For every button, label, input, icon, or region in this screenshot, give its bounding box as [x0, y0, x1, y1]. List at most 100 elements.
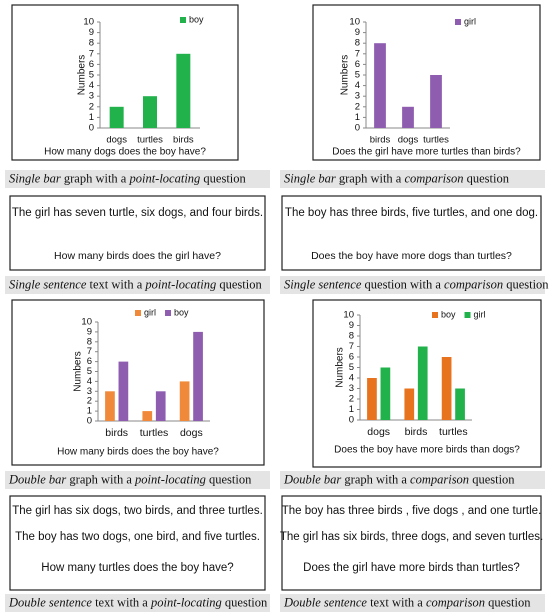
- caption-segment: graph with a: [61, 171, 130, 185]
- bar: [142, 411, 153, 421]
- sentence: The boy has two dogs, one bird, and five…: [15, 531, 260, 543]
- legend-label: boy: [189, 14, 204, 24]
- x-tick-label: turtles: [137, 135, 163, 146]
- caption-bar: [280, 170, 545, 188]
- x-tick-label: birds: [173, 135, 194, 146]
- y-tick-label: 2: [89, 101, 94, 112]
- y-tick-label: 10: [83, 17, 94, 28]
- caption-segment: question: [222, 595, 268, 609]
- bar: [380, 367, 391, 420]
- bar: [441, 357, 452, 420]
- y-tick-label: 2: [349, 394, 354, 405]
- sentence: The boy has three birds , five dogs , an…: [282, 505, 542, 517]
- caption-segment: Double sentence: [8, 595, 92, 609]
- y-axis-label: Numbers: [77, 55, 88, 96]
- caption: Single sentence text with a point-locati…: [9, 277, 262, 291]
- bar: [179, 381, 190, 421]
- x-tick-label: birds: [105, 427, 128, 439]
- caption-segment: Single sentence: [9, 277, 87, 291]
- y-tick-label: 10: [349, 17, 360, 28]
- sentence: The boy has three birds, five turtles, a…: [285, 207, 538, 219]
- caption-bar: [280, 276, 545, 294]
- bar: [105, 391, 115, 421]
- x-tick-label: birds: [405, 426, 428, 438]
- legend-swatch: [165, 310, 172, 316]
- caption-segment: question: [216, 277, 262, 291]
- legend-label: girl: [464, 16, 476, 26]
- text-panel: [281, 495, 542, 591]
- caption-segment: point-locating: [128, 171, 200, 185]
- x-tick-label: turtles: [140, 427, 169, 439]
- caption-segment: text with a: [92, 595, 151, 609]
- caption-segment: Single sentence: [284, 277, 362, 291]
- caption-segment: question with a: [361, 277, 444, 291]
- sentence: The girl has seven turtle, six dogs, and…: [12, 207, 263, 219]
- chart-frame: [11, 4, 239, 161]
- caption-segment: comparison: [444, 277, 503, 291]
- bar: [193, 331, 203, 421]
- y-tick-label: 5: [355, 70, 360, 81]
- caption-segment: question: [503, 277, 549, 291]
- panel-question: How many birds does the girl have?: [54, 250, 221, 262]
- y-tick-label: 6: [87, 356, 92, 367]
- bar: [367, 378, 377, 420]
- caption-bar: [5, 594, 270, 612]
- x-tick-label: dogs: [398, 135, 419, 146]
- legend-swatch: [464, 312, 471, 318]
- legend-swatch: [455, 19, 461, 25]
- bar: [374, 43, 386, 129]
- legend-swatch: [180, 17, 186, 23]
- caption-segment: question: [200, 171, 246, 185]
- panel-question: Does the girl have more birds than turtl…: [303, 562, 520, 574]
- y-axis-label: Numbers: [340, 55, 351, 96]
- caption-segment: Double bar: [8, 472, 66, 486]
- caption-segment: comparison: [404, 171, 463, 185]
- y-tick-label: 8: [349, 331, 354, 342]
- x-tick-label: dogs: [367, 426, 390, 438]
- caption-segment: question: [206, 472, 252, 486]
- caption-bar: [280, 471, 545, 489]
- x-tick-label: turtles: [423, 135, 449, 146]
- y-tick-label: 8: [89, 38, 94, 49]
- y-tick-label: 4: [349, 373, 354, 384]
- y-tick-label: 2: [87, 396, 92, 407]
- x-tick-label: turtles: [439, 426, 468, 438]
- y-tick-label: 1: [87, 406, 92, 417]
- caption-segment: text with a: [86, 277, 145, 291]
- caption: Single bar graph with a comparison quest…: [284, 171, 510, 185]
- y-axis-label: Numbers: [335, 347, 346, 388]
- legend-label: boy: [174, 307, 189, 317]
- caption-bar: [5, 471, 270, 489]
- y-tick-label: 0: [89, 123, 94, 134]
- caption-segment: question: [485, 595, 531, 609]
- chart-frame: [312, 4, 541, 161]
- x-tick-label: birds: [370, 135, 391, 146]
- chart-question: Does the girl have more turtles than bir…: [332, 147, 521, 158]
- text-panel: [281, 195, 542, 271]
- y-tick-label: 3: [89, 91, 94, 102]
- caption-segment: graph with a: [66, 472, 135, 486]
- y-tick-label: 6: [89, 59, 94, 70]
- bar: [109, 106, 124, 128]
- panel-question: How many turtles does the boy have?: [41, 562, 233, 574]
- text-panel: [9, 495, 266, 591]
- chart-question: How many birds does the boy have?: [57, 447, 219, 458]
- bar: [404, 388, 415, 420]
- y-tick-label: 1: [89, 112, 94, 123]
- caption-segment: point-locating: [150, 595, 222, 609]
- y-tick-label: 2: [355, 101, 360, 112]
- chart-question: Does the boy have more birds than dogs?: [334, 445, 520, 456]
- caption-segment: point-locating: [134, 472, 206, 486]
- y-tick-label: 1: [349, 404, 354, 415]
- y-tick-label: 5: [87, 366, 92, 377]
- bar: [417, 346, 428, 420]
- y-tick-label: 9: [355, 27, 360, 38]
- caption-segment: question: [469, 472, 515, 486]
- caption-segment: Single bar: [284, 171, 336, 185]
- legend-label: boy: [441, 309, 456, 319]
- caption: Double sentence text with a point-locati…: [8, 595, 268, 609]
- y-tick-label: 7: [89, 48, 94, 59]
- y-tick-label: 4: [87, 376, 92, 387]
- caption: Single sentence question with a comparis…: [284, 277, 549, 291]
